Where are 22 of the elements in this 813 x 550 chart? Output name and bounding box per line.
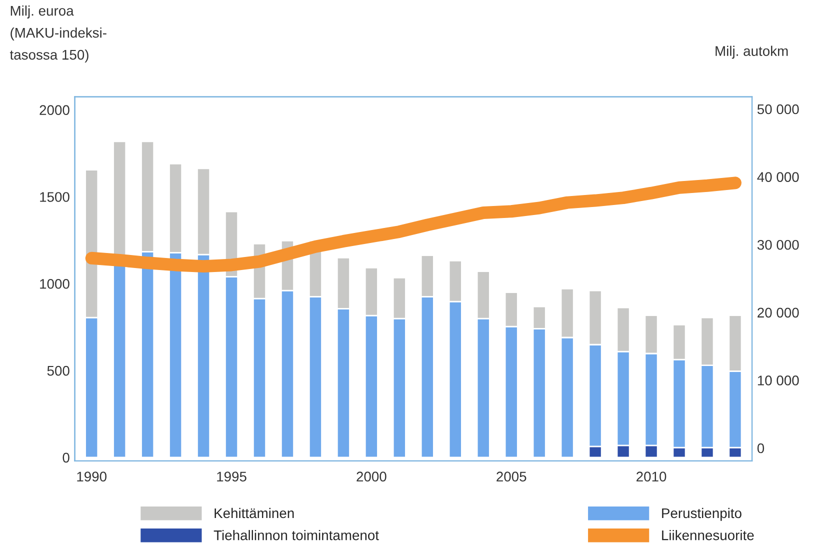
- y2-tick-label: 30 000: [757, 240, 799, 250]
- y-tick-label: 2000: [40, 105, 70, 116]
- y2-axis-title: Milj. autokm: [716, 46, 788, 59]
- legend-label: Tiehallinnon toimintamenot: [214, 530, 379, 540]
- y2-tick-label: 10 000: [758, 376, 799, 386]
- y-tick-label: 1000: [40, 278, 70, 289]
- legend-label: Kehittäminen: [214, 508, 294, 518]
- y-tick-label: 1500: [40, 192, 70, 202]
- y2-tick-label: 50 000: [757, 104, 799, 114]
- x-tick-label: 1990: [77, 472, 106, 482]
- y2-tick-label: 0: [757, 443, 764, 454]
- x-tick-label: 2005: [496, 472, 526, 482]
- x-tick-label: 1995: [217, 472, 246, 482]
- y-tick-label: 0: [62, 452, 70, 463]
- legend-label: Liikennesuorite: [662, 530, 754, 540]
- y-axis-title: Milj. euroa (MAKU-indeksi- tasossa 150): [10, 6, 106, 62]
- y2-tick-label: 40 000: [757, 172, 799, 182]
- y2-tick-label: 20 000: [758, 308, 799, 318]
- y-tick-label: 500: [47, 366, 70, 376]
- legend-label: Perustienpito: [662, 508, 742, 521]
- x-tick-label: 2010: [636, 472, 666, 482]
- x-tick-label: 2000: [356, 472, 386, 482]
